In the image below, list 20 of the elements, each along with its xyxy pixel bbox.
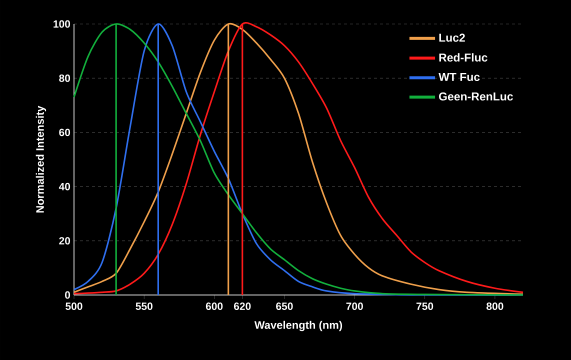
x-tick-label: 600 (206, 302, 223, 310)
x-tick-label: 620 (234, 302, 251, 310)
y-axis-title: Normalized Intensity (36, 106, 46, 213)
x-tick-label: 800 (486, 302, 504, 310)
x-tick-label: 750 (416, 302, 434, 310)
legend-label: Luc2 (439, 34, 465, 42)
legend-label: Red-Fluc (439, 53, 488, 62)
legend-label: Geen-RenLuc (439, 92, 513, 101)
x-tick-label: 550 (136, 302, 152, 310)
x-tick-label: 700 (346, 302, 363, 310)
legend-label: WT Fuc (438, 72, 480, 82)
y-tick-label: 80 (59, 74, 70, 82)
y-tick-label: 40 (58, 182, 70, 190)
x-tick-label: 650 (276, 302, 293, 310)
y-tick-label: 0 (65, 291, 70, 299)
y-tick-label: 60 (59, 128, 70, 136)
x-axis-title: Wavelength (nm) (254, 320, 342, 332)
y-tick-label: 100 (54, 20, 70, 28)
y-tick-label: 20 (59, 237, 70, 245)
x-tick-label: 500 (66, 302, 82, 310)
